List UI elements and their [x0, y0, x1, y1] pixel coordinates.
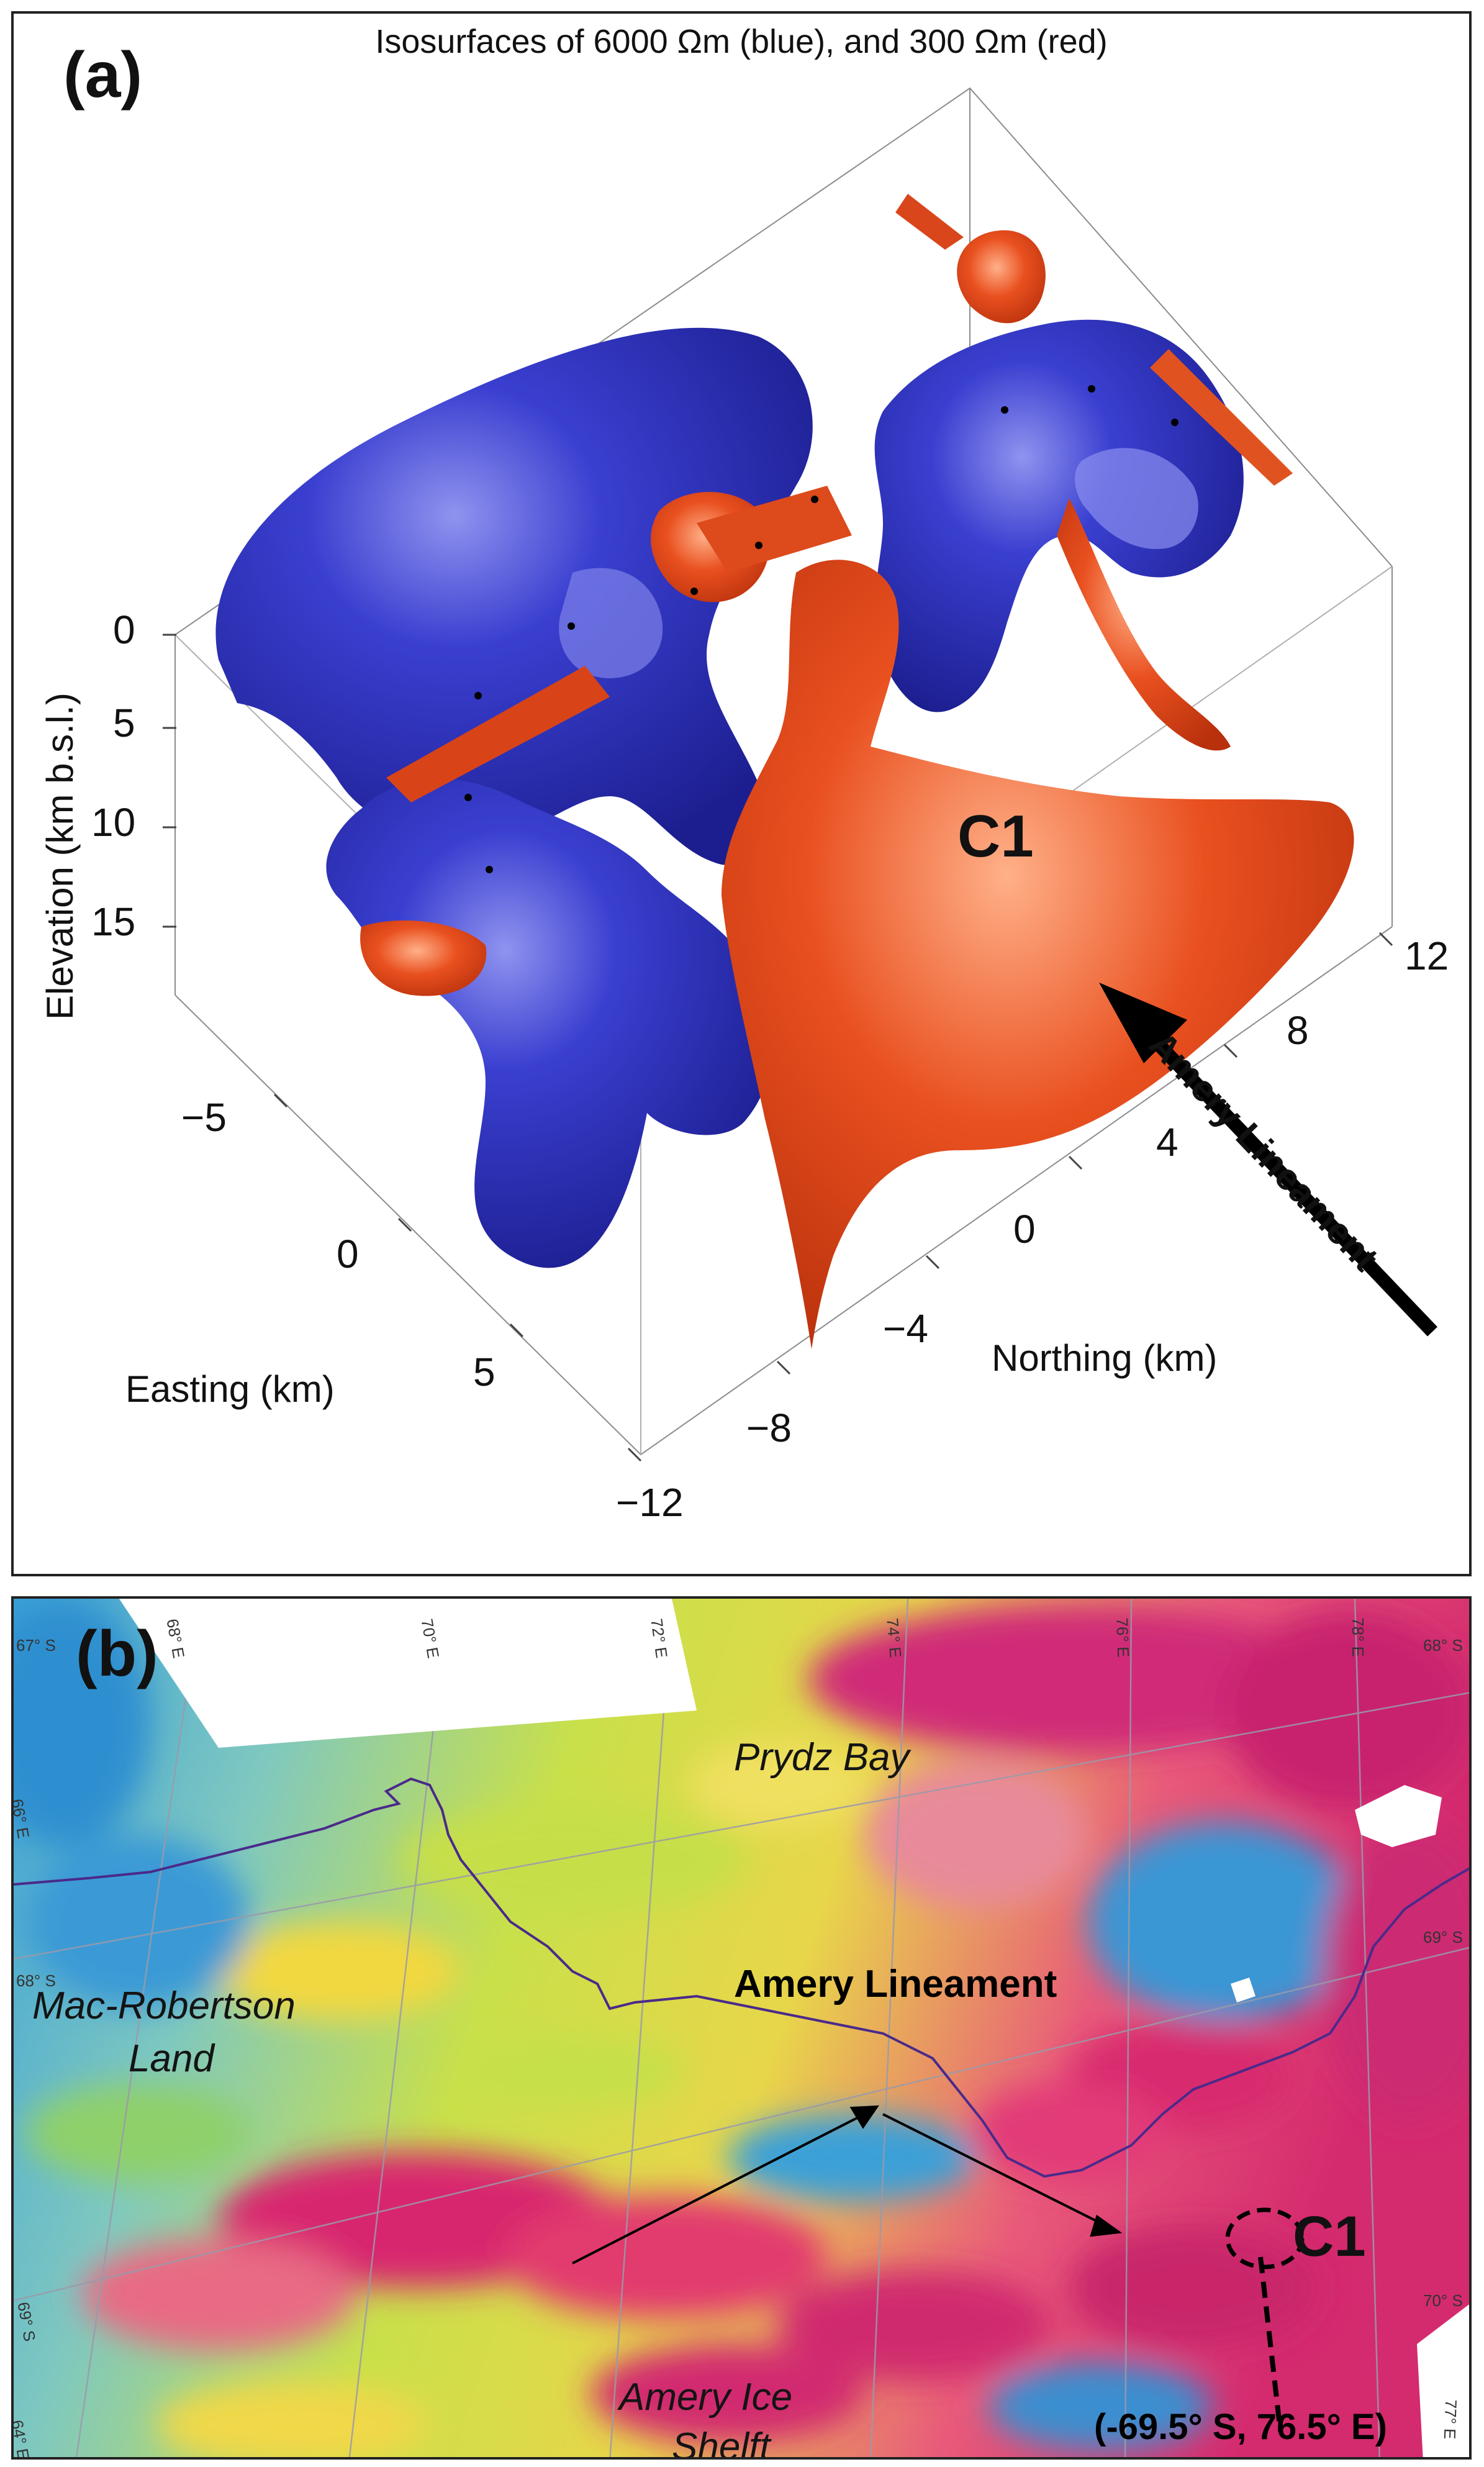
easting-tick-neg5: −5 [181, 1095, 227, 1140]
easting-axis-title: Easting (km) [125, 1368, 335, 1410]
resistive-isosurfaces [215, 319, 1244, 1268]
northing-axis-title: Northing (km) [992, 1337, 1218, 1379]
northing-tick-8: 8 [1287, 1008, 1309, 1053]
conductive-isosurfaces [360, 194, 1354, 1349]
easting-tick-5: 5 [473, 1350, 495, 1394]
northing-tick-12: 12 [1405, 934, 1449, 978]
lon-label-74e: 74° E [883, 1617, 905, 1659]
elevation-tick-5: 5 [113, 701, 135, 745]
easting-tick-neg12: −12 [616, 1480, 684, 1525]
lon-label-76e: 76° E [1113, 1617, 1133, 1658]
c1-outline [1225, 2207, 1305, 2269]
prydz-bay-label: Prydz Bay [734, 1736, 910, 1779]
lat-label-69s-right: 69° S [1423, 1928, 1463, 1947]
lat-label-68s-left: 68° S [16, 1971, 56, 1990]
panel-b-magnetic-map: (b) Prydz Bay Mac-Robertson Land Amery I… [11, 1596, 1472, 2460]
axis-ticks [163, 634, 1393, 1462]
amery-ice-label-2: Shelft [672, 2425, 771, 2460]
amery-lineament-label-b: Amery Lineament [734, 1963, 1057, 2006]
lon-label-78e: 78° E [1349, 1617, 1367, 1657]
lat-label-68s-right: 68° S [1423, 1636, 1463, 1655]
elevation-axis-title: Elevation (km b.s.l.) [39, 693, 81, 1020]
lineament-arrows [572, 2105, 1123, 2265]
mac-robertson-label-1: Mac-Robertson [32, 1984, 296, 2027]
mt-sites [464, 385, 1179, 873]
amery-ice-label-1: Amery Ice [619, 2376, 793, 2419]
northing-tick-neg8: −8 [746, 1406, 792, 1450]
elevation-tick-0: 0 [113, 607, 135, 652]
conductor-c1-map-label: C1 [1293, 2205, 1366, 2268]
northing-tick-4: 4 [1156, 1120, 1179, 1165]
magnetic-anomaly-map [14, 1599, 1469, 2457]
amery-lineament-arrow [1099, 983, 1437, 1337]
northing-tick-0: 0 [1013, 1207, 1036, 1252]
map-mask-top [119, 1599, 697, 1748]
site-coordinate-label: (-69.5° S, 76.5° E) [1094, 2407, 1387, 2447]
isosurface-plot [163, 87, 1437, 1462]
easting-tick-0: 0 [337, 1232, 359, 1276]
elevation-tick-15: 15 [91, 899, 136, 944]
no-data-patches [1231, 1785, 1469, 2457]
panel-a-title: Isosurfaces of 6000 Ωm (blue), and 300 Ω… [375, 23, 1108, 60]
lon-label-77e: 77° E [1440, 2399, 1460, 2440]
panel-b-letter: (b) [76, 1618, 158, 1690]
site-leader [1258, 2256, 1283, 2432]
coastline [14, 1777, 1469, 2178]
northing-tick-neg4: −4 [883, 1306, 928, 1351]
anomaly-raster [14, 1599, 1469, 2457]
lat-label-70s: 70° S [1423, 2291, 1463, 2310]
panel-a-letter: (a) [63, 39, 143, 111]
lat-label-67s: 67° S [16, 1636, 56, 1655]
conductor-c1-label: C1 [957, 803, 1034, 870]
mac-robertson-label-2: Land [129, 2037, 214, 2080]
panel-a-3d-isosurface: (a) Isosurfaces of 6000 Ωm (blue), and 3… [11, 11, 1472, 1576]
elevation-tick-10: 10 [91, 800, 136, 845]
graticule [14, 1599, 1469, 2457]
